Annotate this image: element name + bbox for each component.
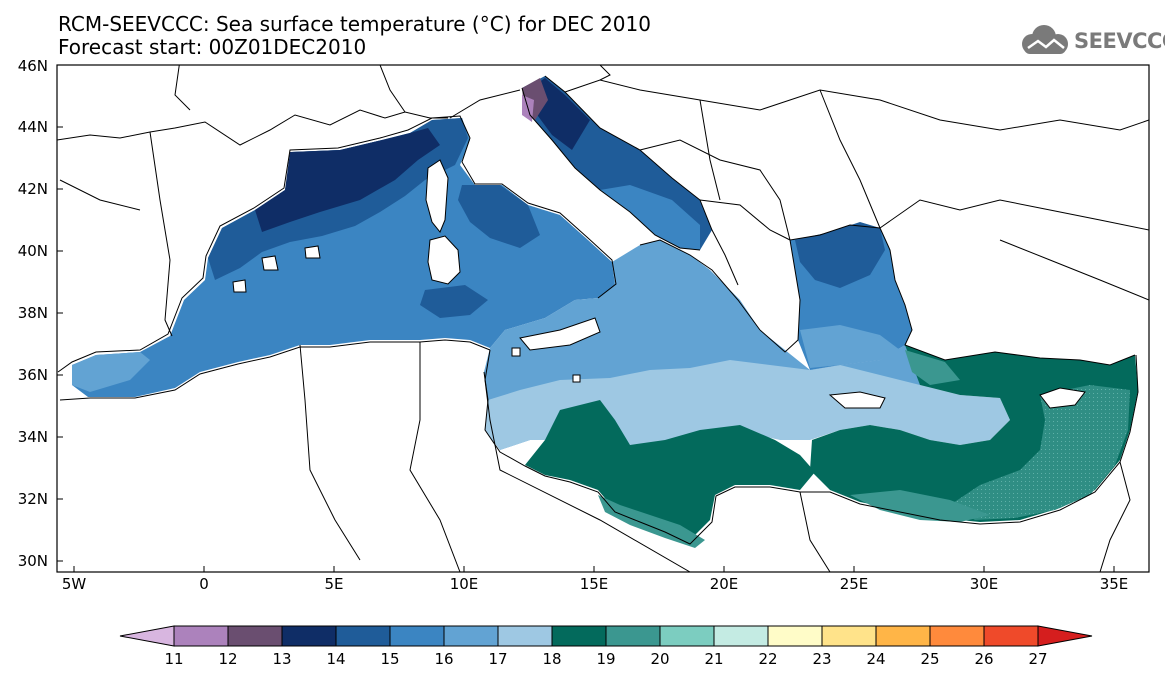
lon-label: 10E xyxy=(449,575,479,593)
lat-label: 38N xyxy=(17,304,48,322)
colorbar-label: 12 xyxy=(218,650,238,668)
coastlines xyxy=(57,65,1149,572)
map-title: RCM-SEEVCCC: Sea surface temperature (°C… xyxy=(58,12,651,36)
forecast-start-label: Forecast start: 00Z01DEC2010 xyxy=(58,35,367,59)
lon-label: 20E xyxy=(709,575,739,593)
colorbar-high-arrow xyxy=(1037,625,1093,647)
colorbar-swatch xyxy=(443,625,499,647)
colorbar-swatch xyxy=(767,625,823,647)
colorbar-swatch xyxy=(497,625,553,647)
colorbar-label: 24 xyxy=(866,650,886,668)
colorbar-low-arrow xyxy=(119,625,175,647)
tyrrhenian-cold xyxy=(458,185,540,248)
seevccc-logo xyxy=(1022,25,1068,54)
colorbar-swatch xyxy=(551,625,607,647)
colorbar-label: 14 xyxy=(326,650,346,668)
lat-label: 44N xyxy=(17,118,48,136)
lon-label: 0 xyxy=(199,575,209,593)
colorbar-label: 18 xyxy=(542,650,562,668)
colorbar-swatch xyxy=(821,625,877,647)
colorbar-swatch xyxy=(173,625,229,647)
colorbar xyxy=(119,625,1093,647)
lat-label: 32N xyxy=(17,490,48,508)
colorbar-swatch xyxy=(281,625,337,647)
colorbar-label: 26 xyxy=(974,650,994,668)
colorbar-swatch xyxy=(875,625,931,647)
colorbar-swatch xyxy=(605,625,661,647)
colorbar-label: 16 xyxy=(434,650,454,668)
colorbar-label: 13 xyxy=(272,650,292,668)
lon-label: 35E xyxy=(1099,575,1129,593)
lat-label: 46N xyxy=(17,57,48,75)
libyan-coast-warm xyxy=(525,400,815,540)
colorbar-label: 27 xyxy=(1028,650,1048,668)
lon-label: 25E xyxy=(839,575,869,593)
logo-text: SEEVCCC xyxy=(1074,29,1165,53)
lat-label: 42N xyxy=(17,180,48,198)
colorbar-label: 19 xyxy=(596,650,616,668)
lat-label: 30N xyxy=(17,552,48,570)
colorbar-label: 23 xyxy=(812,650,832,668)
colorbar-label: 25 xyxy=(920,650,940,668)
colorbar-swatch xyxy=(929,625,985,647)
colorbar-swatch xyxy=(659,625,715,647)
colorbar-label: 22 xyxy=(758,650,778,668)
lon-label: 30E xyxy=(969,575,999,593)
colorbar-label: 17 xyxy=(488,650,508,668)
axis-ticks xyxy=(57,64,1115,572)
lat-label: 34N xyxy=(17,428,48,446)
lat-label: 40N xyxy=(17,242,48,260)
colorbar-label: 15 xyxy=(380,650,400,668)
lon-label: 5E xyxy=(324,575,344,593)
gulf-of-lion-core xyxy=(255,128,440,232)
colorbar-swatch xyxy=(389,625,445,647)
islands xyxy=(232,159,1086,409)
colorbar-swatch xyxy=(713,625,769,647)
colorbar-label: 11 xyxy=(164,650,184,668)
colorbar-swatch xyxy=(335,625,391,647)
lat-label: 36N xyxy=(17,366,48,384)
colorbar-swatch xyxy=(227,625,283,647)
colorbar-label: 21 xyxy=(704,650,724,668)
colorbar-label: 20 xyxy=(650,650,670,668)
lon-label: 5W xyxy=(61,575,87,593)
colorbar-swatch xyxy=(983,625,1039,647)
lon-label: 15E xyxy=(579,575,609,593)
map-frame xyxy=(56,64,1150,573)
